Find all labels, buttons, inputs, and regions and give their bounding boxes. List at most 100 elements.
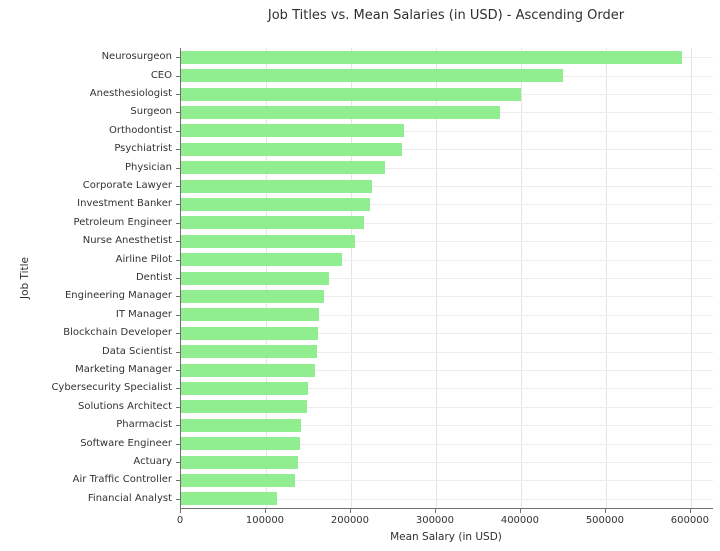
bar (181, 455, 299, 469)
x-tick-mark (604, 509, 606, 513)
y-tick-mark (176, 241, 180, 243)
y-tick-mark (176, 75, 180, 77)
bar (181, 197, 370, 211)
y-tick-label: Data Scientist (102, 345, 172, 357)
y-tick-mark (176, 112, 180, 114)
bar (181, 345, 317, 359)
bar (181, 69, 564, 83)
y-tick-mark (176, 94, 180, 95)
x-tick-label: 300000 (415, 515, 455, 526)
y-tick-label: IT Manager (115, 308, 172, 320)
y-tick-mark (176, 370, 180, 371)
x-tick-label: 600000 (670, 515, 709, 526)
y-tick-label: Petroleum Engineer (73, 216, 172, 228)
h-gridline (181, 480, 713, 482)
bar (181, 473, 295, 487)
h-gridline (181, 222, 713, 224)
x-tick-label: 100000 (245, 515, 285, 526)
x-tick-label: 200000 (330, 515, 370, 526)
y-tick-label: Corporate Lawyer (82, 180, 172, 191)
y-tick-label: Engineering Manager (64, 290, 172, 302)
bar (181, 363, 316, 377)
h-gridline (181, 370, 713, 371)
y-tick-mark (176, 204, 180, 206)
bar (181, 50, 683, 64)
h-gridline (181, 406, 713, 408)
x-axis-label: Mean Salary (in USD) (390, 531, 502, 543)
bar (181, 418, 301, 432)
chart-title: Job Titles vs. Mean Salaries (in USD) - … (267, 8, 625, 23)
y-tick-mark (176, 314, 180, 316)
y-tick-label: Physician (124, 161, 172, 173)
y-tick-mark (176, 130, 180, 132)
bar (181, 142, 402, 156)
h-gridline (181, 186, 713, 187)
h-gridline (181, 167, 713, 169)
y-tick-mark (176, 425, 180, 427)
y-tick-label: Software Engineer (80, 437, 172, 449)
y-tick-mark (176, 480, 180, 482)
y-tick-mark (176, 57, 180, 59)
y-tick-label: Neurosurgeon (101, 51, 172, 63)
h-gridline (181, 333, 713, 335)
x-tick-label: 400000 (500, 515, 540, 526)
h-gridline (181, 259, 713, 261)
bar (181, 326, 318, 340)
y-tick-label: CEO (150, 69, 172, 81)
y-tick-mark (176, 149, 180, 151)
y-tick-label: Nurse Anesthetist (82, 235, 172, 247)
y-tick-label: Air Traffic Controller (72, 474, 172, 486)
bar (181, 289, 324, 303)
bar (181, 381, 309, 395)
bar (181, 271, 329, 285)
h-gridline (181, 204, 713, 206)
bar (181, 234, 356, 248)
h-gridline (181, 443, 713, 445)
x-tick-mark (434, 509, 436, 513)
y-tick-mark (176, 498, 180, 500)
x-tick-mark (689, 509, 691, 513)
y-tick-mark (176, 443, 180, 445)
h-gridline (181, 498, 713, 500)
h-gridline (181, 296, 713, 298)
bar (181, 87, 521, 101)
bar (181, 161, 385, 175)
y-tick-label: Solutions Architect (78, 400, 172, 412)
y-tick-mark (176, 222, 180, 224)
y-tick-label: Airline Pilot (115, 253, 172, 265)
h-gridline (181, 314, 713, 316)
bar (181, 179, 373, 193)
y-tick-label: Actuary (133, 456, 172, 467)
y-tick-mark (176, 186, 180, 187)
y-tick-mark (176, 167, 180, 169)
y-tick-mark (176, 388, 180, 390)
h-gridline (181, 462, 713, 463)
x-tick-mark (180, 509, 181, 513)
y-tick-label: Pharmacist (116, 419, 172, 431)
bar (181, 216, 364, 230)
bar (181, 437, 300, 451)
bar (181, 124, 404, 138)
y-tick-mark (176, 462, 180, 463)
h-gridline (181, 388, 713, 390)
y-tick-label: Cybersecurity Specialist (51, 382, 172, 394)
x-tick-mark (519, 509, 521, 513)
y-tick-label: Blockchain Developer (63, 327, 172, 339)
x-tick-mark (264, 509, 266, 513)
y-tick-mark (176, 296, 180, 298)
bar (181, 105, 500, 119)
y-tick-mark (176, 351, 180, 353)
bar (181, 253, 343, 267)
y-tick-label: Anesthesiologist (89, 88, 172, 99)
x-tick-mark (349, 509, 351, 513)
y-tick-mark (176, 259, 180, 261)
y-tick-label: Psychiatrist (114, 143, 172, 155)
h-gridline (181, 130, 713, 132)
bar (181, 308, 319, 322)
h-gridline (181, 351, 713, 353)
h-gridline (181, 241, 713, 243)
h-gridline (181, 278, 713, 279)
y-tick-label: Financial Analyst (87, 492, 172, 504)
y-tick-label: Marketing Manager (75, 364, 172, 375)
